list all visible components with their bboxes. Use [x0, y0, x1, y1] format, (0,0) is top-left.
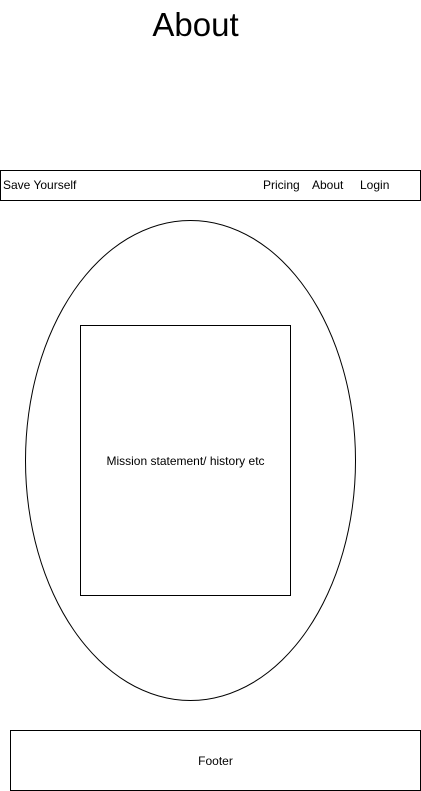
- page-title: About: [152, 6, 239, 43]
- mission-content-box: Mission statement/ history etc: [80, 325, 291, 596]
- hero-ellipse: [25, 220, 356, 701]
- footer-label: Footer: [198, 753, 233, 768]
- nav-link-pricing[interactable]: Pricing: [263, 178, 300, 192]
- navbar: Save Yourself Pricing About Login: [0, 170, 421, 201]
- nav-link-about[interactable]: About: [312, 178, 344, 192]
- nav-link-login[interactable]: Login: [360, 178, 390, 192]
- mission-statement-text: Mission statement/ history etc: [106, 453, 265, 468]
- brand-logo-text[interactable]: Save Yourself: [3, 178, 77, 192]
- footer: Footer: [10, 730, 421, 791]
